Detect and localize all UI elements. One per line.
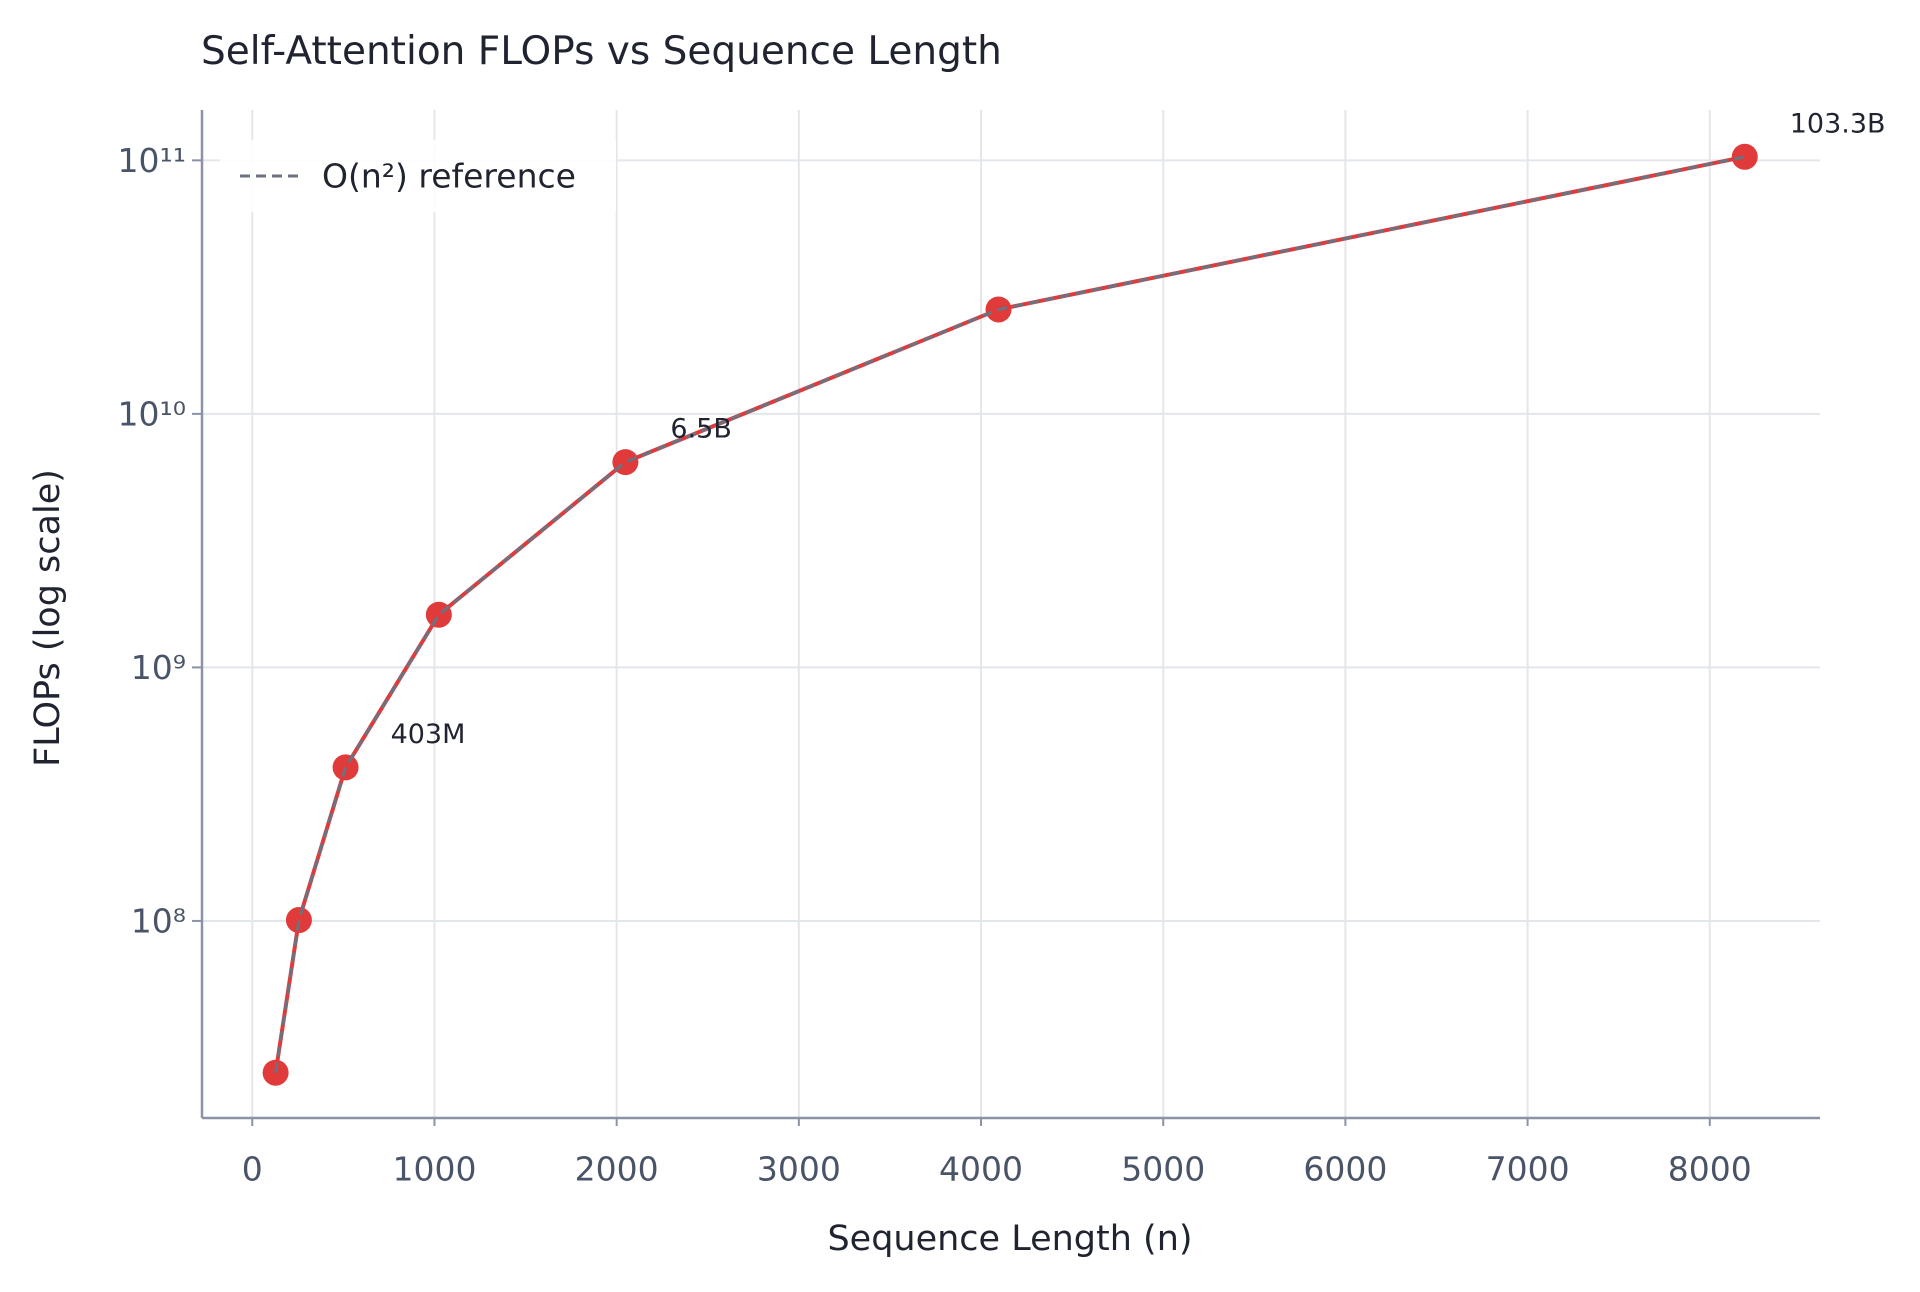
- x-tick-label: 7000: [1486, 1150, 1570, 1189]
- y-tick-label: 10¹¹: [118, 141, 186, 180]
- x-axis-label: Sequence Length (n): [827, 1219, 1192, 1259]
- data-label: 103.3B: [1790, 108, 1886, 139]
- y-axis-label: FLOPs (log scale): [28, 469, 68, 767]
- y-tick-label: 10⁹: [131, 648, 186, 687]
- data-point: [285, 907, 312, 934]
- data-label: 403M: [391, 719, 466, 750]
- x-tick-label: 4000: [939, 1150, 1023, 1189]
- y-tick-label: 10⁸: [131, 901, 186, 940]
- x-tick-label: 5000: [1121, 1150, 1205, 1189]
- x-tick-label: 2000: [575, 1150, 659, 1189]
- y-tick-label: 10¹⁰: [118, 394, 186, 433]
- chart-title: Self-Attention FLOPs vs Sequence Length: [201, 29, 1002, 74]
- x-tick-label: 8000: [1668, 1150, 1752, 1189]
- data-point: [332, 754, 359, 781]
- legend-box: [220, 140, 616, 212]
- data-line: [273, 154, 1746, 1074]
- x-tick-label: 1000: [392, 1150, 476, 1189]
- x-tick-label: 3000: [757, 1150, 841, 1189]
- x-tick-label: 6000: [1303, 1150, 1387, 1189]
- legend-label: O(n²) reference: [322, 157, 576, 196]
- data-label: 6.5B: [670, 414, 731, 445]
- data-point: [1731, 143, 1758, 170]
- x-tick-label: 0: [242, 1150, 263, 1189]
- reference-line: [274, 155, 1746, 1073]
